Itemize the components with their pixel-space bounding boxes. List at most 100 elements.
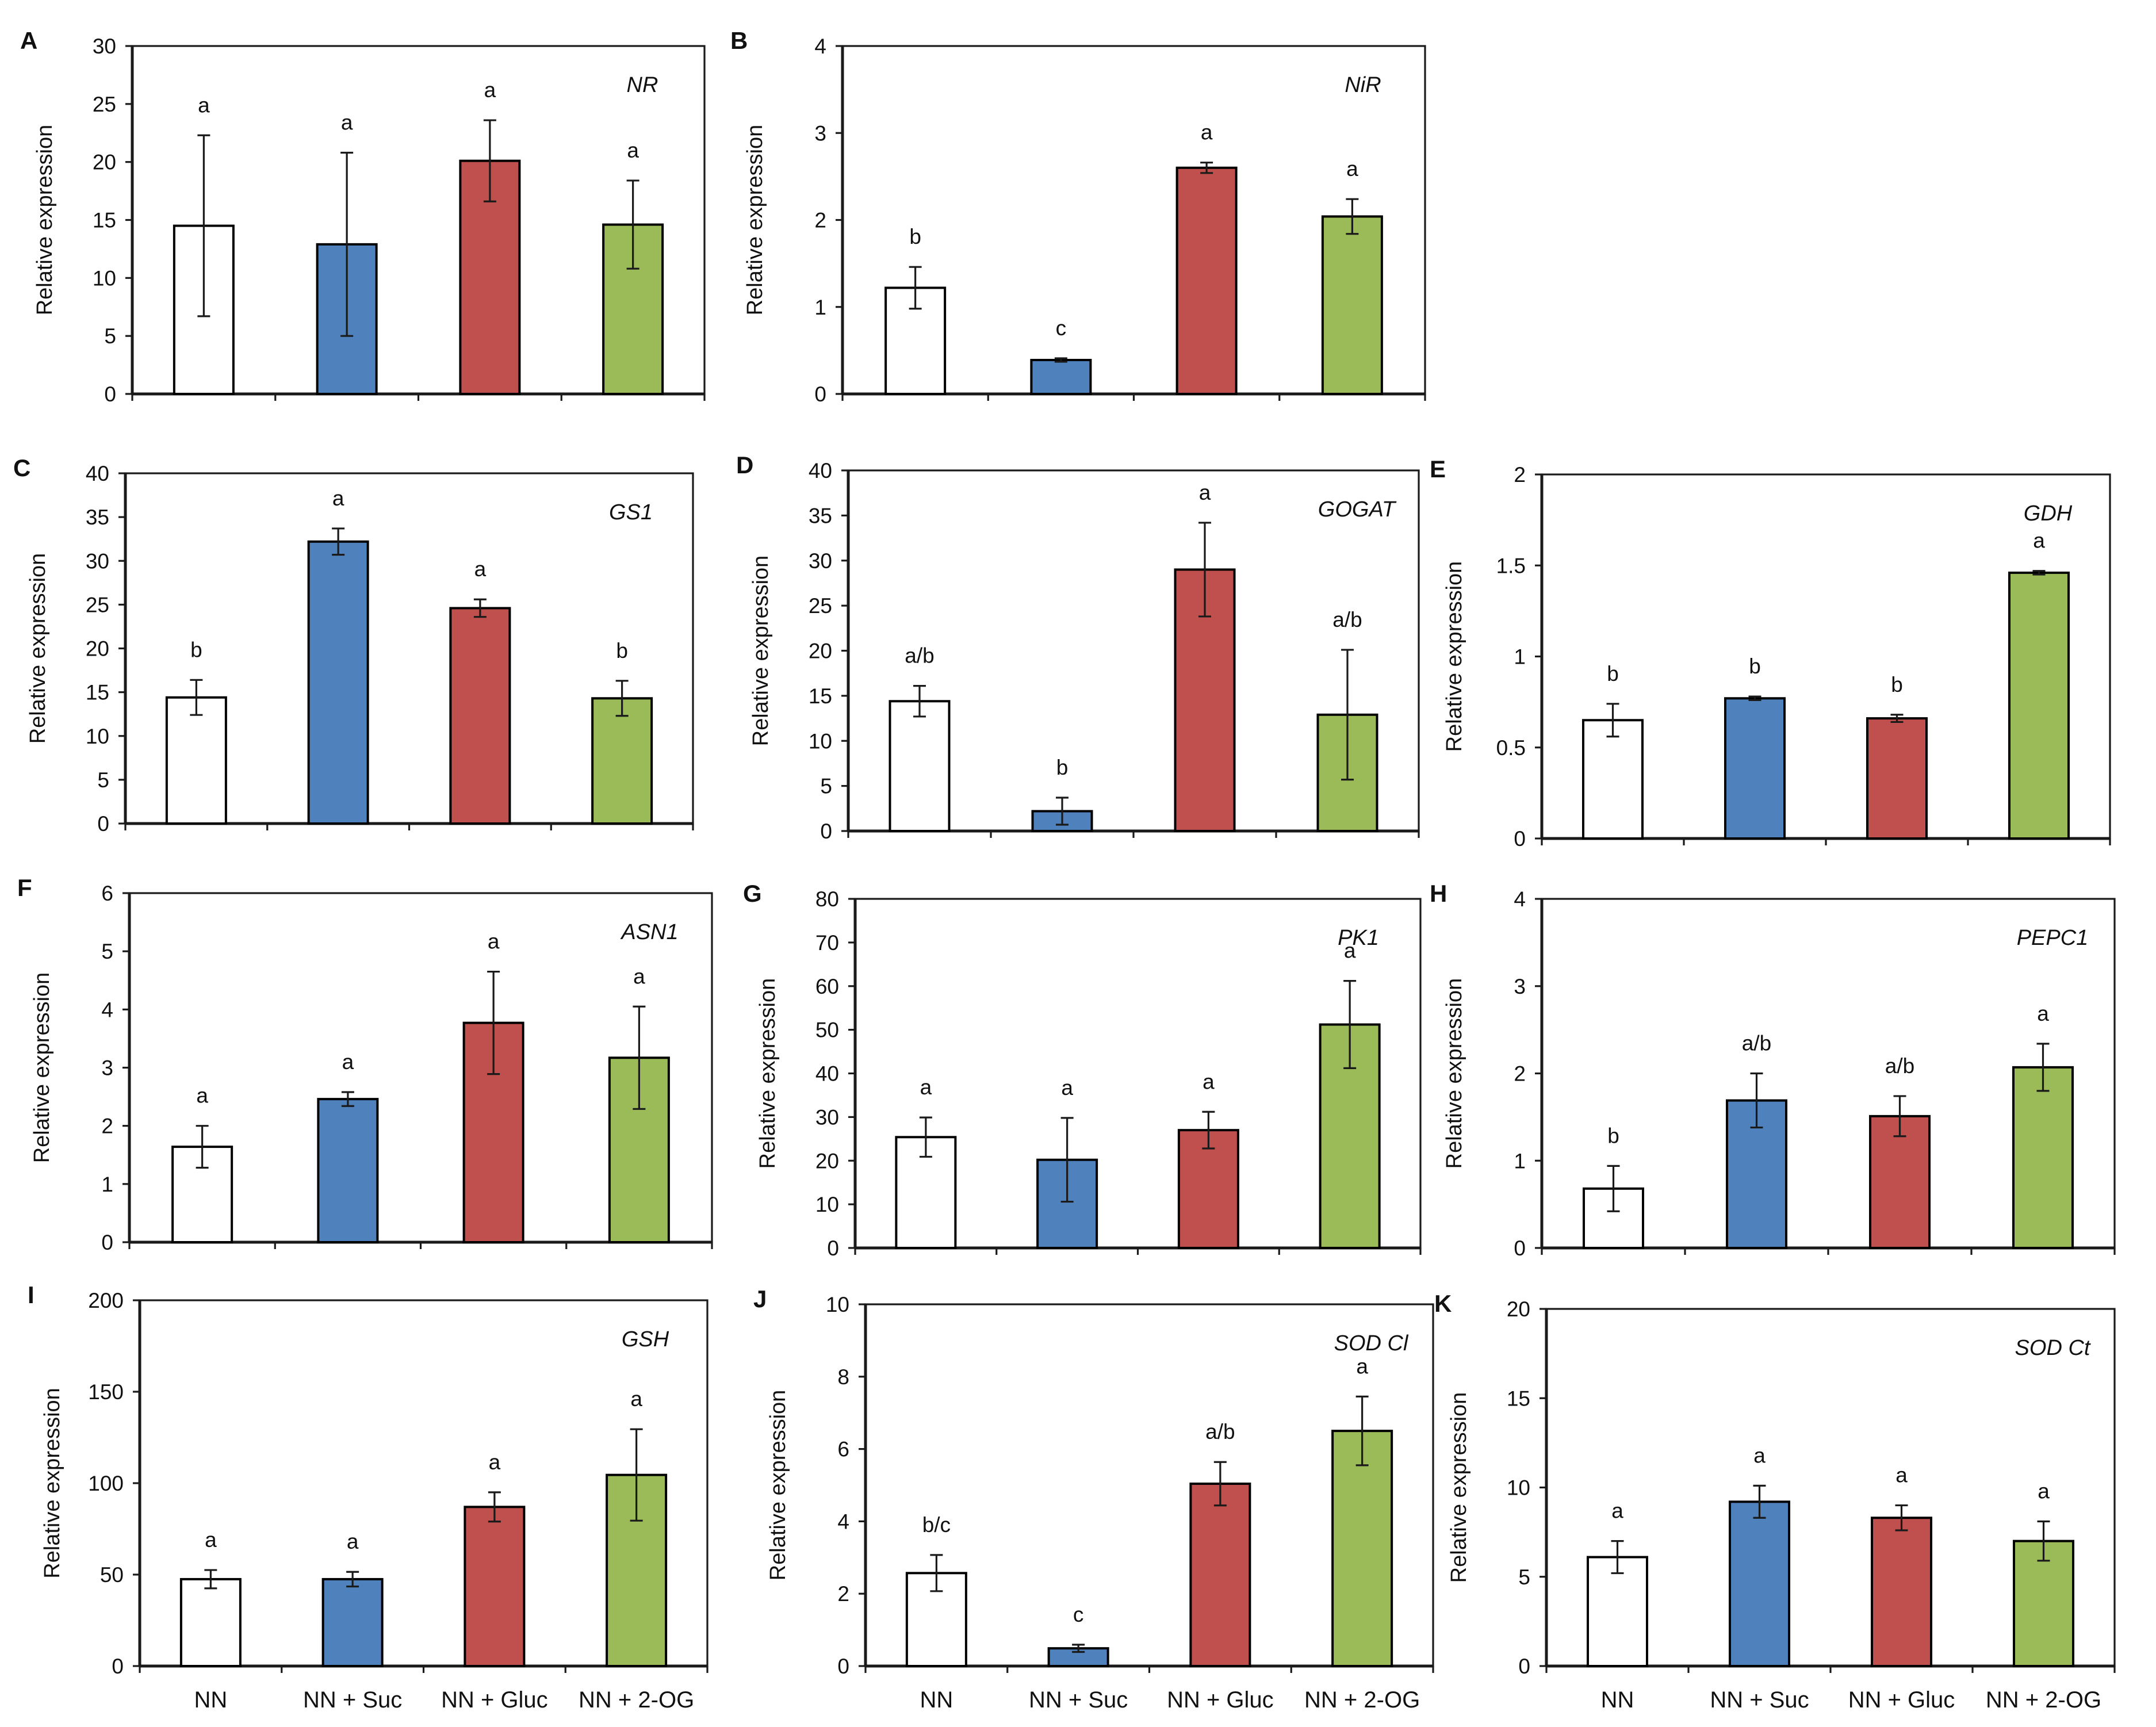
significance-letter: a	[196, 1084, 208, 1108]
y-tick-label: 20	[86, 637, 109, 661]
y-tick-label: 4	[837, 1510, 849, 1533]
panel-letter: C	[13, 454, 30, 481]
y-tick-label: 2	[1514, 463, 1526, 487]
y-tick-label: 0	[101, 1231, 113, 1254]
x-category-label: NN + 2-OG	[1986, 1687, 2101, 1713]
bar-b-3	[1175, 166, 1238, 395]
bar-b-2	[1030, 359, 1092, 396]
bar-c-4	[591, 697, 653, 825]
y-tick-label: 10	[86, 725, 109, 748]
y-tick-label: 60	[815, 975, 839, 998]
significance-letter: a	[347, 1530, 359, 1553]
significance-letter: a	[1346, 157, 1358, 181]
y-axis-title: Relative expression	[1442, 978, 1466, 1169]
y-tick-label: 8	[837, 1365, 849, 1389]
y-tick-label: 4	[1514, 887, 1526, 911]
bar-d-1	[889, 700, 951, 833]
significance-letter: a	[1061, 1076, 1073, 1100]
gene-name: NiR	[1345, 73, 1381, 97]
panel-k: 0 5 10 15 20 Relative expression K SOD Ct a a a a NN…	[1434, 1290, 2116, 1713]
significance-letter: a	[1203, 1070, 1215, 1093]
significance-letter: a	[1356, 1354, 1368, 1378]
y-tick-label: 150	[88, 1380, 124, 1404]
panel-c: 0 5 10 15 20 25 30 35 40 Relative expression C GS1 b…	[13, 454, 694, 836]
y-tick-label: 20	[815, 1149, 839, 1173]
significance-letter: a	[2037, 1002, 2049, 1025]
significance-letter: a	[1895, 1464, 1908, 1487]
y-tick-label: 25	[93, 93, 116, 116]
y-tick-label: 200	[88, 1289, 124, 1312]
bar-i-3	[464, 1506, 526, 1668]
significance-letter: a	[920, 1075, 932, 1099]
bar-j-3	[1189, 1482, 1251, 1667]
panel-h: 0 1 2 3 4 Relative expression H PEPC1 b a/b a/b a	[1430, 880, 2116, 1260]
bar-k-1	[1587, 1556, 1648, 1667]
y-tick-label: 0	[827, 1236, 839, 1260]
y-tick-label: 40	[815, 1062, 839, 1086]
y-tick-label: 5	[97, 768, 109, 792]
y-axis-title: Relative expression	[33, 125, 57, 316]
significance-letter: a	[1344, 939, 1356, 963]
gene-name: PEPC1	[2017, 926, 2089, 950]
significance-letter: a	[342, 1050, 354, 1074]
y-tick-label: 50	[815, 1018, 839, 1042]
panel-j: 0 2 4 6 8 10 Relative expression J SOD Cl b/c c a/b…	[753, 1285, 1434, 1713]
y-tick-label: 30	[815, 1105, 839, 1129]
y-axis-title: Relative expression	[1447, 1392, 1471, 1583]
panel-letter: J	[753, 1285, 767, 1312]
bar-e-3	[1866, 717, 1928, 840]
panel-letter: B	[730, 27, 748, 54]
panel-letter: E	[1430, 455, 1446, 483]
gene-name: ASN1	[620, 920, 678, 944]
y-tick-label: 5	[1518, 1565, 1530, 1589]
panel-letter: A	[20, 27, 37, 54]
significance-letter: a	[1611, 1499, 1623, 1523]
y-tick-label: 2	[1514, 1062, 1526, 1086]
panel-letter: K	[1434, 1290, 1452, 1317]
y-tick-label: 6	[837, 1438, 849, 1461]
y-tick-label: 100	[88, 1472, 124, 1495]
significance-letter: b	[616, 639, 628, 663]
panel-letter: I	[28, 1281, 35, 1308]
y-tick-label: 5	[104, 324, 116, 348]
y-tick-label: 0	[104, 382, 116, 406]
significance-letter: a	[1199, 481, 1211, 504]
x-category-label: NN + Suc	[1029, 1687, 1128, 1713]
y-tick-label: 20	[93, 151, 116, 174]
bar-b-4	[1321, 215, 1383, 395]
y-axis-title: Relative expression	[766, 1390, 790, 1581]
panel-i: 0 50 100 150 200 Relative expression I GSH a a a a N…	[28, 1281, 709, 1713]
bar-c-3	[449, 607, 511, 825]
y-tick-label: 20	[1507, 1297, 1530, 1321]
bar-f-2	[317, 1098, 379, 1243]
y-tick-label: 30	[809, 549, 832, 573]
y-tick-label: 10	[826, 1293, 849, 1316]
y-axis-title: Relative expression	[26, 553, 50, 744]
gene-name: GDH	[2024, 501, 2073, 526]
y-axis-title: Relative expression	[749, 556, 773, 746]
x-category-label: NN	[1601, 1687, 1634, 1713]
significance-letter: c	[1056, 316, 1067, 340]
significance-letter: b	[1607, 662, 1619, 686]
bar-h-4	[2012, 1066, 2074, 1249]
panel-letter: G	[743, 880, 762, 907]
bar-e-2	[1724, 697, 1786, 840]
y-tick-label: 40	[86, 462, 109, 485]
gene-name: SOD Ct	[2015, 1336, 2091, 1360]
significance-letter: a	[2038, 1479, 2050, 1503]
x-category-label: NN + Gluc	[1848, 1687, 1955, 1713]
y-axis-title: Relative expression	[30, 972, 54, 1163]
significance-letter: b/c	[922, 1513, 951, 1537]
y-tick-label: 3	[101, 1056, 113, 1080]
gene-name: GSH	[622, 1327, 669, 1351]
significance-letter: a	[198, 93, 210, 117]
y-tick-label: 0.5	[1496, 736, 1526, 760]
y-tick-label: 40	[809, 459, 832, 483]
y-tick-label: 3	[814, 121, 826, 145]
y-tick-label: 30	[86, 549, 109, 573]
x-category-label: NN + Suc	[303, 1687, 402, 1713]
bar-k-3	[1871, 1517, 1932, 1667]
y-tick-label: 1	[814, 296, 826, 319]
significance-letter: a	[1201, 121, 1213, 144]
gene-name: PK1	[1338, 926, 1379, 950]
